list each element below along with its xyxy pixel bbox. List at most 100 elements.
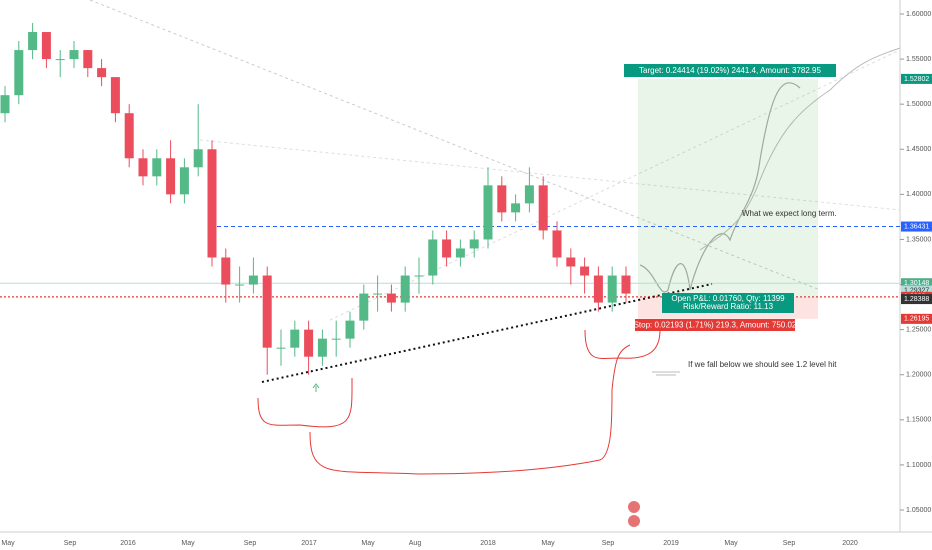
- annotation-box: [662, 293, 794, 313]
- price-label: 1.26195: [904, 316, 929, 323]
- y-tick-label: 1.15000: [906, 417, 931, 424]
- annotation-box: [635, 319, 795, 331]
- candle-body: [166, 158, 176, 195]
- bracket: [257, 377, 353, 428]
- y-tick-label: 1.50000: [906, 101, 931, 108]
- candle-body: [414, 275, 424, 277]
- price-label: 1.52802: [904, 76, 929, 83]
- candle-body: [386, 293, 396, 303]
- x-tick-label: 2020: [842, 540, 858, 547]
- candle-body: [331, 338, 341, 340]
- y-tick-label: 1.35000: [906, 236, 931, 243]
- candle-body: [276, 347, 286, 349]
- x-tick-label: May: [541, 540, 555, 547]
- candle-body: [428, 239, 438, 276]
- price-label: 1.30148: [904, 280, 929, 287]
- drawings: [89, 0, 901, 527]
- y-tick-label: 1.60000: [906, 11, 931, 18]
- candle-body: [248, 275, 258, 285]
- target-marker: [652, 371, 680, 376]
- x-tick-label: Sep: [602, 540, 615, 547]
- candle-body: [124, 113, 134, 159]
- risk-label: Risk/Reward Ratio: 11.13: [683, 302, 774, 311]
- x-tick-label: Aug: [409, 540, 422, 547]
- y-tick-label: 1.05000: [906, 507, 931, 514]
- y-tick-label: 1.25000: [906, 326, 931, 333]
- y-tick-label: 1.40000: [906, 191, 931, 198]
- bracket: [309, 344, 631, 475]
- event-icon: [628, 501, 640, 513]
- candle-body: [221, 257, 231, 285]
- candle-body: [110, 77, 120, 114]
- candle-body: [83, 50, 93, 69]
- candle-body: [373, 293, 383, 295]
- x-tick-label: 2019: [663, 540, 679, 547]
- candle-body: [207, 149, 217, 258]
- support-line: [261, 283, 713, 383]
- candle-body: [469, 239, 479, 249]
- note: If we fall below we should see 1.2 level…: [688, 360, 837, 369]
- y-tick-label: 1.10000: [906, 462, 931, 469]
- bracket: [584, 329, 661, 360]
- candle-body: [69, 50, 79, 60]
- candle-body: [607, 275, 617, 303]
- y-tick-label: 1.55000: [906, 56, 931, 63]
- candle-body: [152, 158, 162, 177]
- price-label: 1.29327: [904, 287, 929, 294]
- candle-body: [566, 257, 576, 267]
- candle-body: [345, 320, 355, 339]
- candle-body: [552, 230, 562, 258]
- price-label-box: [901, 278, 932, 289]
- annotation-box: [624, 64, 836, 77]
- x-tick-label: May: [181, 540, 195, 547]
- candle-body: [621, 275, 631, 294]
- candle-body: [193, 149, 203, 168]
- candle-body: [580, 266, 590, 276]
- stop-label: Stop: 0.02193 (1.71%) 219.3, Amount: 750…: [634, 321, 797, 330]
- x-tick-label: Sep: [783, 540, 796, 547]
- candle-body: [593, 275, 603, 303]
- note: What we expect long term.: [742, 209, 837, 218]
- candle-body: [538, 185, 548, 231]
- candle-body: [359, 293, 369, 321]
- price-label-box: [901, 73, 932, 84]
- candle-body: [262, 275, 272, 348]
- x-tick-label: 2016: [120, 540, 136, 547]
- candle-body: [14, 50, 24, 96]
- candle-body: [235, 284, 245, 286]
- candle-body: [138, 158, 148, 177]
- y-tick-label: 1.20000: [906, 372, 931, 379]
- candle-body: [524, 185, 534, 204]
- candle-body: [0, 95, 10, 114]
- y-tick-label: 1.45000: [906, 146, 931, 153]
- candle-body: [400, 275, 410, 303]
- trend-line: [89, 0, 821, 291]
- candle-body: [455, 248, 465, 258]
- candle-body: [317, 338, 327, 357]
- x-tick-label: May: [361, 540, 375, 547]
- price-label-box: [901, 294, 932, 305]
- forecast-path: [699, 47, 901, 251]
- price-label-box: [901, 313, 932, 324]
- x-tick-label: May: [724, 540, 738, 547]
- x-tick-label: May: [1, 540, 15, 547]
- target-label: Target: 0.24414 (19.02%) 2441.4, Amount:…: [639, 66, 821, 75]
- price-label-box: [901, 221, 932, 232]
- x-tick-label: Sep: [244, 540, 257, 547]
- x-tick-label: Sep: [64, 540, 77, 547]
- pnl-label: Open P&L: 0.01760, Qty: 11399: [671, 294, 785, 303]
- arrow: [312, 383, 320, 392]
- price-label-box: [901, 285, 932, 296]
- event-icon: [628, 515, 640, 527]
- candle-body: [511, 203, 521, 213]
- price-label: 1.28388: [904, 296, 929, 303]
- candle-body: [97, 68, 107, 78]
- x-tick-label: 2017: [301, 540, 317, 547]
- forecast-path: [639, 82, 801, 293]
- candle-body: [442, 239, 452, 258]
- candle-body: [55, 59, 65, 61]
- x-tick-label: 2018: [480, 540, 496, 547]
- candle-body: [290, 329, 300, 348]
